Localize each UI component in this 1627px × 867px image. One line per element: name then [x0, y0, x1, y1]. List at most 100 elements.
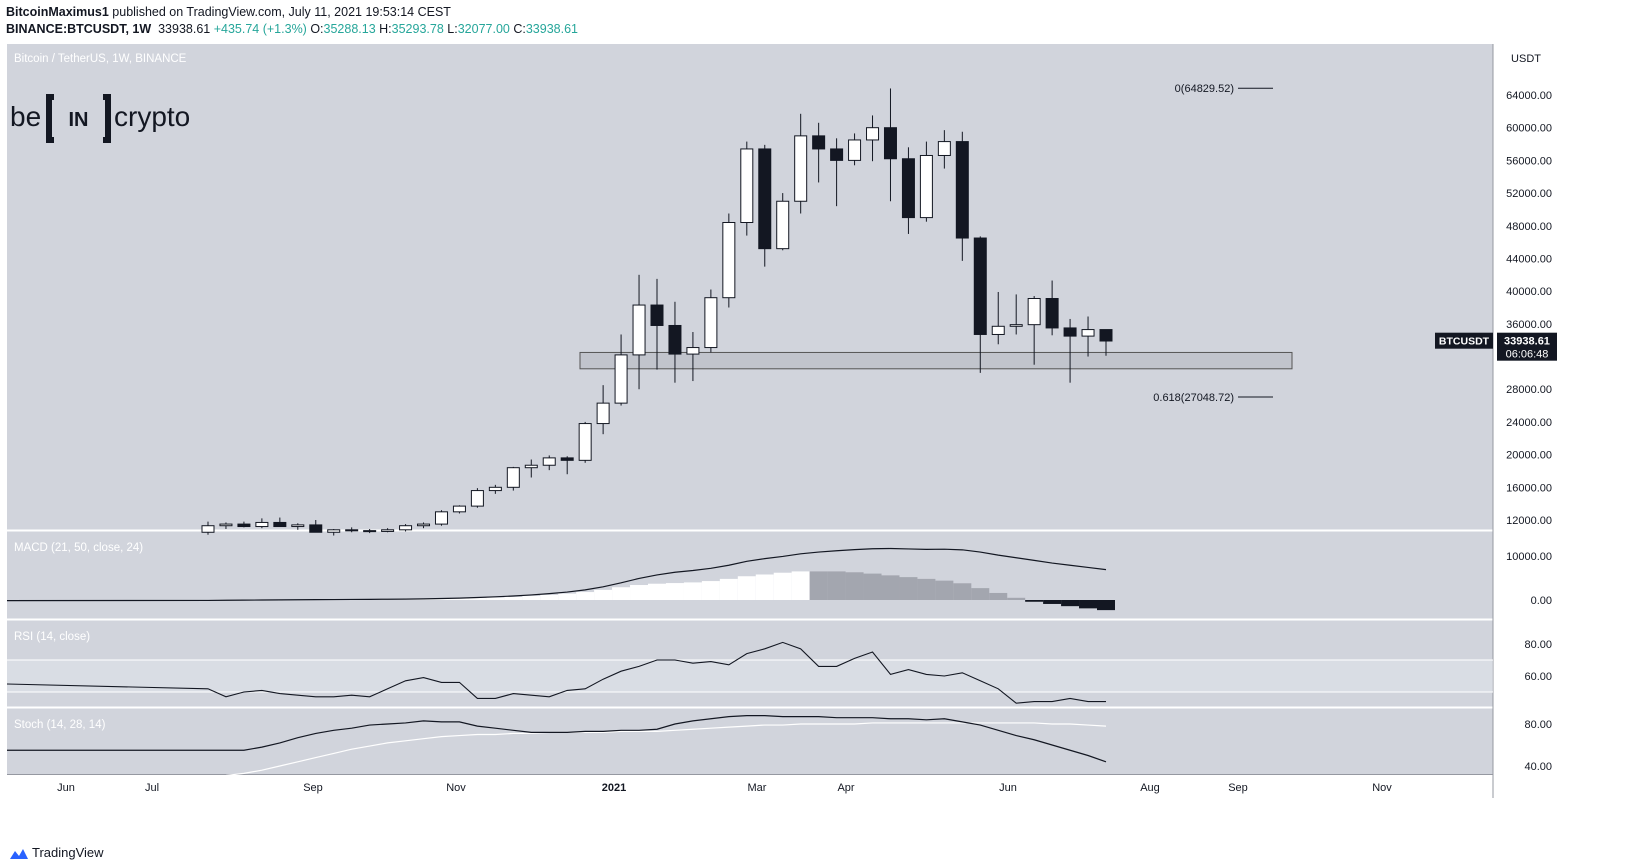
macd-histogram-bar — [863, 573, 882, 600]
macd-histogram-bar — [665, 583, 684, 600]
candle-body — [794, 135, 808, 202]
price-tick-label: 64000.00 — [1506, 90, 1552, 102]
open-value: 35288.13 — [323, 22, 376, 36]
macd-histogram-bar — [809, 571, 828, 600]
macd-histogram-bar — [737, 576, 756, 600]
macd-histogram-bar — [486, 597, 505, 600]
macd-histogram-bar — [630, 585, 649, 600]
macd-histogram-bar — [1043, 600, 1062, 604]
macd-histogram-bar — [917, 578, 936, 600]
price-tag-bg — [1497, 332, 1557, 361]
macd-histogram-bar — [1097, 600, 1115, 611]
publish-line: BitcoinMaximus1 published on TradingView… — [6, 5, 451, 19]
macd-tick-label: 0.00 — [1531, 595, 1552, 607]
time-tick-label: Nov — [1372, 782, 1392, 794]
candle-body — [452, 505, 466, 513]
stoch-tick-label: 40.00 — [1524, 761, 1552, 773]
publication-header: BitcoinMaximus1 published on TradingView… — [0, 0, 1627, 44]
macd-histogram-bar — [719, 578, 738, 600]
macd-histogram-bar — [773, 572, 792, 600]
candle-body — [470, 490, 484, 507]
candle-body — [201, 525, 215, 533]
candle-body — [740, 148, 754, 223]
price-tick-label: 52000.00 — [1506, 188, 1552, 200]
price-change: +435.74 (+1.3%) — [213, 22, 307, 36]
candle-body — [901, 158, 915, 219]
macd-histogram-bar — [953, 583, 972, 600]
macd-histogram-bar — [683, 582, 702, 600]
time-tick-label: Jul — [145, 782, 159, 794]
time-tick-label: Jun — [57, 782, 75, 794]
candle-body — [542, 457, 556, 466]
price-tick-label: 20000.00 — [1506, 450, 1552, 462]
candle-body — [1099, 329, 1113, 342]
candle-body — [848, 139, 862, 161]
macd-histogram-bar — [791, 571, 810, 600]
time-tick-label: Sep — [1228, 782, 1248, 794]
candle-body — [973, 237, 987, 335]
stoch-title: Stoch (14, 28, 14) — [14, 719, 106, 731]
candle-body — [1027, 298, 1041, 326]
last-price: 33938.61 — [158, 22, 211, 36]
time-axis-background — [7, 774, 1493, 798]
time-tick-label: Sep — [303, 782, 323, 794]
macd-histogram-bar — [1079, 600, 1098, 609]
publish-info: published on TradingView.com, July 11, 2… — [108, 5, 451, 19]
candle-body — [632, 304, 646, 356]
macd-histogram-bar — [881, 575, 900, 600]
price-tick-label: 56000.00 — [1506, 155, 1552, 167]
rsi-title: RSI (14, close) — [14, 631, 90, 643]
candle-body — [919, 154, 933, 219]
candle-body — [937, 141, 951, 156]
candle-body — [614, 354, 628, 404]
candle-body — [758, 148, 772, 250]
macd-histogram-bar — [1061, 600, 1080, 607]
price-tick-label: 24000.00 — [1506, 417, 1552, 429]
candle-body — [686, 347, 700, 355]
price-tick-label: 28000.00 — [1506, 384, 1552, 396]
candle-body — [488, 486, 502, 492]
macd-histogram-bar — [450, 598, 469, 600]
time-tick-label: Aug — [1140, 782, 1160, 794]
logo-text-in: IN — [69, 109, 89, 131]
time-tick-label: 2021 — [602, 782, 626, 794]
price-tag-value: 33938.61 — [1504, 336, 1550, 348]
rsi-line — [6, 641, 1106, 704]
price-axis-background — [1493, 44, 1627, 774]
symbol-label: BINANCE:BTCUSDT, 1W — [6, 22, 152, 36]
macd-histogram-bar — [827, 571, 846, 600]
footer-brand: TradingView — [32, 845, 104, 860]
candle-body — [363, 530, 377, 533]
candle-body — [1045, 298, 1059, 329]
candle-body — [991, 325, 1005, 335]
macd-histogram-bar — [504, 596, 523, 600]
candle-body — [776, 200, 790, 250]
macd-line — [6, 547, 1107, 602]
logo-text-be: be — [10, 101, 41, 132]
candle-body — [955, 141, 969, 239]
candle-body — [399, 525, 413, 531]
high-label: H: — [379, 22, 392, 36]
price-tag-countdown: 06:06:48 — [1506, 349, 1549, 361]
becrypto-logo: be IN crypto — [10, 94, 190, 143]
support-zone — [579, 351, 1293, 370]
macd-tick-label: 10000.00 — [1506, 551, 1552, 563]
open-label: O: — [310, 22, 324, 36]
price-tick-label: 40000.00 — [1506, 286, 1552, 298]
macd-histogram-bar — [612, 587, 631, 600]
chart-title: Bitcoin / TetherUS, 1W, BINANCE — [14, 53, 187, 65]
candle-body — [255, 521, 269, 528]
candle-body — [237, 523, 251, 528]
rsi-band — [7, 660, 1493, 692]
macd-histogram-bar — [468, 598, 487, 600]
fib-label: 0.618(27048.72) — [1153, 392, 1234, 404]
tradingview-icon — [10, 848, 28, 859]
high-value: 35293.78 — [391, 22, 444, 36]
macd-histogram-bar — [971, 588, 990, 600]
author-name[interactable]: BitcoinMaximus1 — [6, 5, 109, 19]
candle-body — [722, 222, 736, 299]
tradingview-logo[interactable]: TradingView — [10, 845, 104, 860]
candle-body — [668, 324, 682, 355]
candle-body — [1063, 327, 1077, 337]
